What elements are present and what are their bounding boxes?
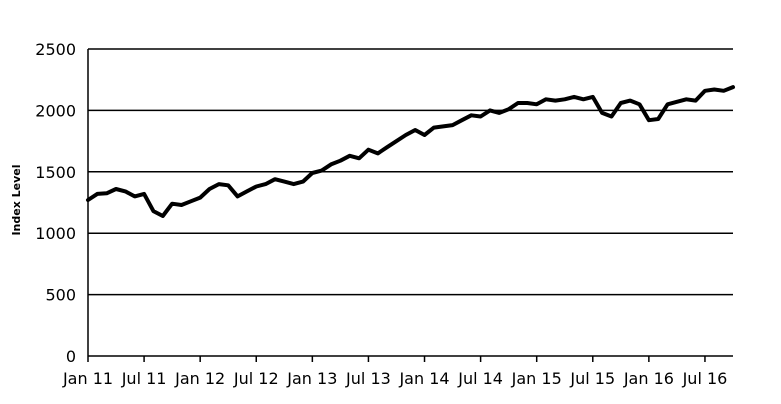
index-level-series-line xyxy=(86,85,735,218)
y-tick-label: 0 xyxy=(66,347,76,366)
x-axis-tick-labels: Jan 11 Jul 11 Jan 12 Jul 12 Jan 13 Jul 13 Jan … xyxy=(62,369,727,388)
x-tick-label: Jul 11 xyxy=(121,369,167,388)
y-tick-label: 500 xyxy=(45,286,76,305)
y-axis-tick-labels: 0 500 1000 1500 2000 2500 xyxy=(35,40,76,366)
y-tick-label: 2500 xyxy=(35,40,76,59)
x-tick-label: Jul 12 xyxy=(233,369,279,388)
chart-axes xyxy=(87,49,733,362)
x-tick-label: Jul 15 xyxy=(569,369,615,388)
x-tick-label: Jan 15 xyxy=(511,369,562,388)
y-tick-label: 1500 xyxy=(35,163,76,182)
y-tick-label: 2000 xyxy=(35,101,76,120)
x-tick-label: Jan 12 xyxy=(174,369,225,388)
x-tick-label: Jan 13 xyxy=(286,369,337,388)
x-tick-label: Jan 16 xyxy=(623,369,674,388)
x-tick-label: Jan 11 xyxy=(62,369,113,388)
y-axis-title: Index Level xyxy=(10,164,23,235)
horizontal-gridlines xyxy=(88,48,733,296)
x-tick-label: Jan 14 xyxy=(398,369,449,388)
y-tick-label: 1000 xyxy=(35,224,76,243)
x-tick-label: Jul 16 xyxy=(682,369,728,388)
x-tick-label: Jul 13 xyxy=(345,369,391,388)
x-tick-label: Jul 14 xyxy=(457,369,503,388)
